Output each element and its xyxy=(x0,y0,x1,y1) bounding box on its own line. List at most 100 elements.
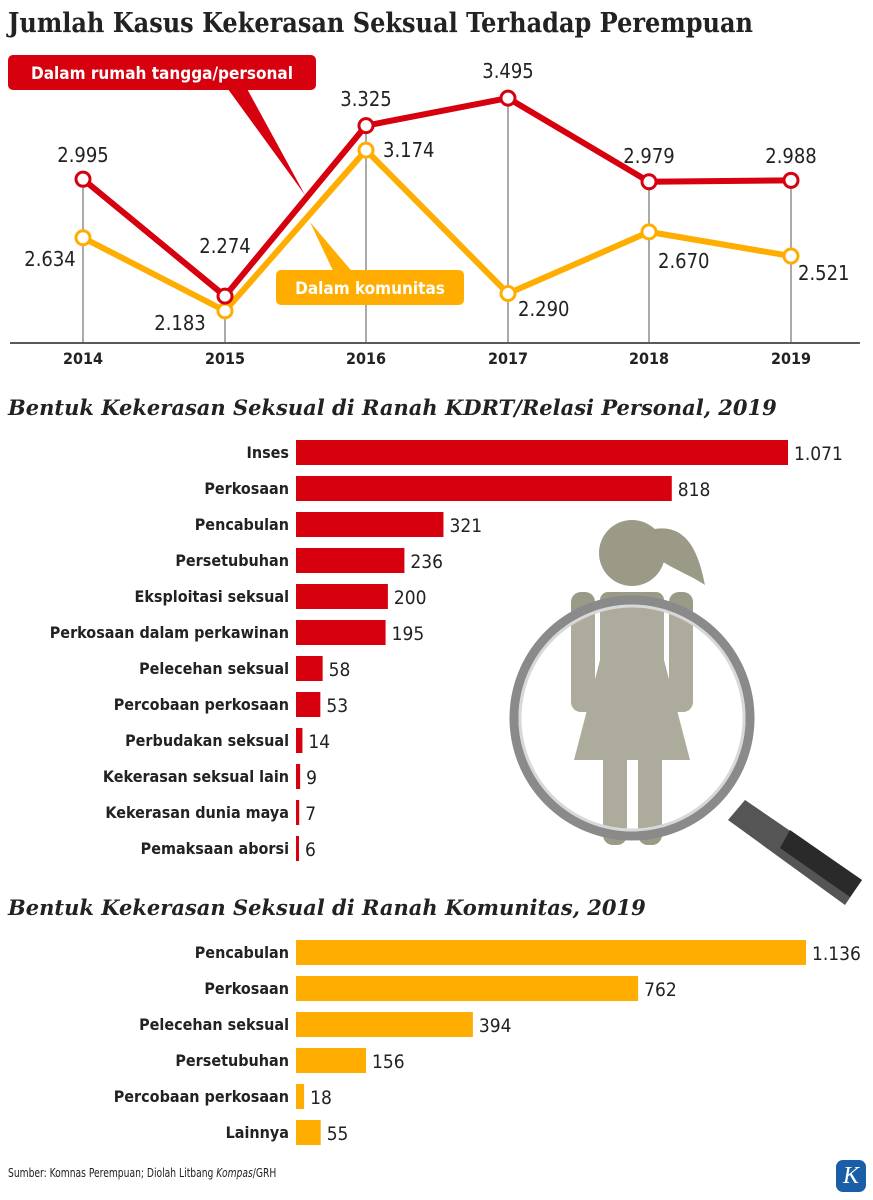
data-point xyxy=(640,173,658,191)
x-tick-label: 2016 xyxy=(346,349,386,368)
bar-value-label: 394 xyxy=(479,1015,512,1037)
bar-category-label: Percobaan perkosaan xyxy=(114,1087,289,1106)
data-label: 2.988 xyxy=(765,144,817,168)
source-text: Sumber: Komnas Perempuan; Diolah Litbang xyxy=(8,1166,217,1180)
bar-value-label: 18 xyxy=(310,1087,332,1109)
chart-title: Jumlah Kasus Kekerasan Seksual Terhadap … xyxy=(6,8,753,39)
magnifier-lens-icon xyxy=(509,595,755,841)
data-label: 3.325 xyxy=(340,87,392,111)
footer-source: Sumber: Komnas Perempuan; Diolah Litbang… xyxy=(8,1166,276,1180)
data-label: 2.979 xyxy=(623,144,675,168)
bar-category-label: Pelecehan seksual xyxy=(139,1015,289,1034)
line-series-personal xyxy=(81,95,792,300)
bar xyxy=(296,1012,473,1037)
data-point xyxy=(74,170,92,188)
callout-pointer-yellow xyxy=(310,222,355,275)
data-label: 2.274 xyxy=(199,234,251,258)
bar-value-label: 236 xyxy=(410,551,443,573)
data-label: 2.995 xyxy=(57,143,109,167)
source-suffix: /GRH xyxy=(252,1166,277,1180)
data-label: 2.670 xyxy=(658,249,710,273)
bar-category-label: Perbudakan seksual xyxy=(125,731,289,750)
bar-value-label: 762 xyxy=(644,979,677,1001)
bar xyxy=(296,1084,305,1109)
bar xyxy=(296,440,788,465)
bar-category-label: Pencabulan xyxy=(195,943,289,962)
figure-head xyxy=(599,520,665,586)
data-point xyxy=(782,171,800,189)
data-point xyxy=(640,223,658,241)
bar xyxy=(296,512,444,537)
data-point xyxy=(499,285,517,303)
bar xyxy=(296,692,321,717)
data-label: 3.174 xyxy=(383,138,435,162)
bar-category-label: Perkosaan dalam perkawinan xyxy=(50,623,289,642)
bar-category-label: Inses xyxy=(246,443,289,462)
bar xyxy=(296,620,386,645)
figure-ponytail xyxy=(650,528,705,585)
figure-leg-right xyxy=(638,750,662,845)
bar-category-label: Lainnya xyxy=(226,1123,289,1142)
data-point xyxy=(357,141,375,159)
bar xyxy=(296,764,301,789)
bar-category-label: Persetubuhan xyxy=(175,551,289,570)
bar-category-label: Pemaksaan aborsi xyxy=(141,839,289,858)
figure-skirt xyxy=(574,660,690,760)
bar xyxy=(296,728,303,753)
bar-value-label: 321 xyxy=(449,515,482,537)
figure-leg-left xyxy=(603,750,627,845)
x-tick-label: 2014 xyxy=(63,349,103,368)
bar xyxy=(296,800,300,825)
kompas-logo: K xyxy=(836,1160,866,1192)
bar-value-label: 200 xyxy=(394,587,427,609)
bar-category-label: Perkosaan xyxy=(204,979,289,998)
bar xyxy=(296,476,672,501)
bar xyxy=(296,548,405,573)
bar-category-label: Perkosaan xyxy=(204,479,289,498)
bar-value-label: 6 xyxy=(305,839,316,861)
bar-category-label: Eksploitasi seksual xyxy=(135,587,290,606)
source-publisher: Kompas xyxy=(216,1166,253,1180)
bar xyxy=(296,940,806,965)
data-label: 2.183 xyxy=(154,311,206,335)
data-point xyxy=(782,247,800,265)
bar-value-label: 53 xyxy=(326,695,348,717)
data-label: 3.495 xyxy=(482,59,534,83)
data-point xyxy=(74,229,92,247)
bar-value-label: 58 xyxy=(329,659,351,681)
bar-value-label: 1.136 xyxy=(812,943,861,965)
bar xyxy=(296,836,299,861)
x-tick-label: 2018 xyxy=(629,349,669,368)
bar-value-label: 818 xyxy=(678,479,711,501)
data-point xyxy=(216,302,234,320)
bar-value-label: 1.071 xyxy=(794,443,843,465)
data-label: 2.290 xyxy=(518,297,570,321)
data-label: 2.521 xyxy=(798,261,850,285)
bar xyxy=(296,1120,321,1145)
legend-callout-red xyxy=(8,55,316,90)
data-point xyxy=(357,117,375,135)
bar-category-label: Pencabulan xyxy=(195,515,289,534)
bar xyxy=(296,584,388,609)
bar-category-label: Kekerasan dunia maya xyxy=(105,803,289,822)
bar-value-label: 9 xyxy=(306,767,317,789)
bar-chart-title: Bentuk Kekerasan Seksual di Ranah KDRT/R… xyxy=(7,395,777,420)
bar-category-label: Kekerasan seksual lain xyxy=(103,767,289,786)
magnifier-grip xyxy=(780,830,862,897)
bar-category-label: Pelecehan seksual xyxy=(139,659,289,678)
bar-category-label: Persetubuhan xyxy=(175,1051,289,1070)
bar-value-label: 55 xyxy=(327,1123,349,1145)
bar xyxy=(296,1048,367,1073)
line-series-komunitas xyxy=(81,147,792,314)
bar xyxy=(296,656,323,681)
figure-torso xyxy=(600,592,664,682)
x-tick-label: 2017 xyxy=(488,349,528,368)
bar-value-label: 156 xyxy=(372,1051,405,1073)
data-label: 2.634 xyxy=(24,247,76,271)
bar-value-label: 195 xyxy=(392,623,425,645)
bar-value-label: 7 xyxy=(305,803,316,825)
bar xyxy=(296,976,639,1001)
legend-label-yellow: Dalam komunitas xyxy=(295,279,445,299)
data-point xyxy=(216,287,234,305)
